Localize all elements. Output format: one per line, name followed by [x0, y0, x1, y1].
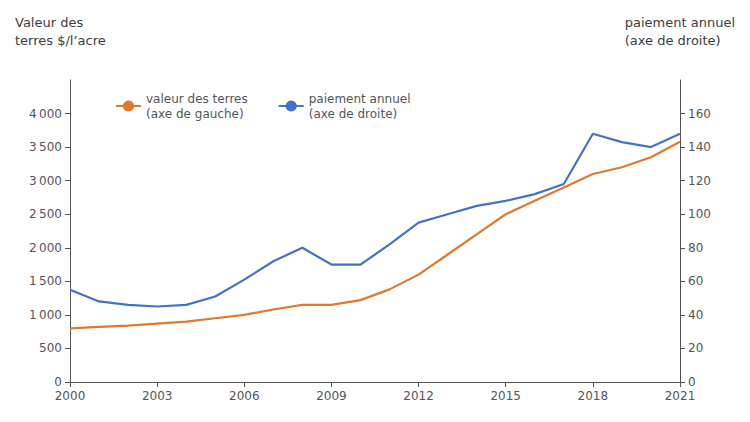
- svg-text:2015: 2015: [490, 389, 521, 403]
- svg-text:2021: 2021: [665, 389, 696, 403]
- svg-text:(axe de droite): (axe de droite): [625, 33, 721, 48]
- svg-text:paiement annuel: paiement annuel: [625, 15, 735, 30]
- svg-text:140: 140: [688, 140, 711, 154]
- svg-text:paiement annuel: paiement annuel: [309, 92, 411, 106]
- svg-text:160: 160: [688, 107, 711, 121]
- svg-text:20: 20: [688, 341, 703, 355]
- svg-text:2018: 2018: [578, 389, 609, 403]
- svg-text:3 000: 3 000: [29, 174, 62, 188]
- svg-text:40: 40: [688, 308, 703, 322]
- svg-text:1 000: 1 000: [29, 308, 62, 322]
- svg-text:terres $/l’acre: terres $/l’acre: [15, 33, 106, 48]
- svg-text:2012: 2012: [403, 389, 434, 403]
- svg-text:2006: 2006: [229, 389, 260, 403]
- svg-text:2009: 2009: [316, 389, 347, 403]
- svg-text:60: 60: [688, 274, 703, 288]
- svg-text:3 500: 3 500: [29, 140, 62, 154]
- svg-text:2 500: 2 500: [29, 207, 62, 221]
- svg-text:Valeur des: Valeur des: [15, 15, 83, 30]
- svg-text:120: 120: [688, 174, 711, 188]
- svg-text:100: 100: [688, 207, 711, 221]
- svg-text:2000: 2000: [55, 389, 86, 403]
- svg-text:1 500: 1 500: [29, 274, 62, 288]
- svg-text:(axe de droite): (axe de droite): [309, 107, 398, 121]
- svg-text:valeur des terres: valeur des terres: [146, 92, 248, 106]
- svg-text:2 000: 2 000: [29, 241, 62, 255]
- svg-text:4 000: 4 000: [29, 107, 62, 121]
- svg-text:(axe de gauche): (axe de gauche): [146, 107, 244, 121]
- svg-text:80: 80: [688, 241, 703, 255]
- svg-text:0: 0: [54, 375, 62, 389]
- svg-text:2003: 2003: [142, 389, 173, 403]
- svg-text:500: 500: [39, 341, 62, 355]
- svg-text:0: 0: [688, 375, 696, 389]
